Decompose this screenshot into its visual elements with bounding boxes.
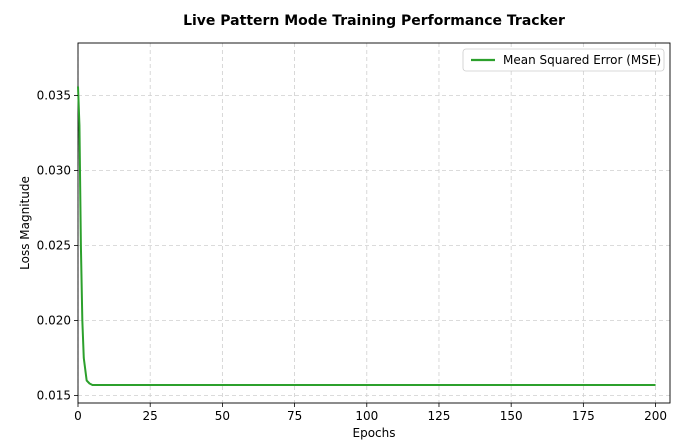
x-tick-label: 25: [143, 409, 158, 423]
x-tick-label: 175: [572, 409, 595, 423]
x-tick-label: 100: [355, 409, 378, 423]
y-tick-label: 0.030: [37, 164, 71, 178]
y-tick-label: 0.025: [37, 239, 71, 253]
series-layer: [77, 86, 656, 386]
x-axis-label: Epochs: [353, 426, 396, 440]
legend: Mean Squared Error (MSE): [462, 48, 665, 72]
y-tick-label: 0.015: [37, 389, 71, 403]
x-tick-label: 150: [500, 409, 523, 423]
grid-layer: [77, 43, 670, 403]
x-tick-label: 0: [74, 409, 82, 423]
series-line-mse: [77, 86, 656, 386]
y-axis-label: Loss Magnitude: [18, 176, 32, 270]
tick-layer: 0 25 50 75 100 125 150 175 200 0.015 0.020 0.025 0.0…: [37, 89, 667, 424]
chart-title: Live Pattern Mode Training Performance T…: [183, 13, 565, 29]
legend-label: Mean Squared Error (MSE): [503, 53, 661, 67]
x-tick-label: 50: [215, 409, 230, 423]
x-tick-label: 125: [428, 409, 451, 423]
y-tick-label: 0.035: [37, 89, 71, 103]
legend-box: [462, 48, 665, 72]
x-tick-label: 200: [644, 409, 667, 423]
x-tick-label: 75: [287, 409, 302, 423]
plot-frame: [77, 42, 671, 404]
y-tick-label: 0.020: [37, 314, 71, 328]
